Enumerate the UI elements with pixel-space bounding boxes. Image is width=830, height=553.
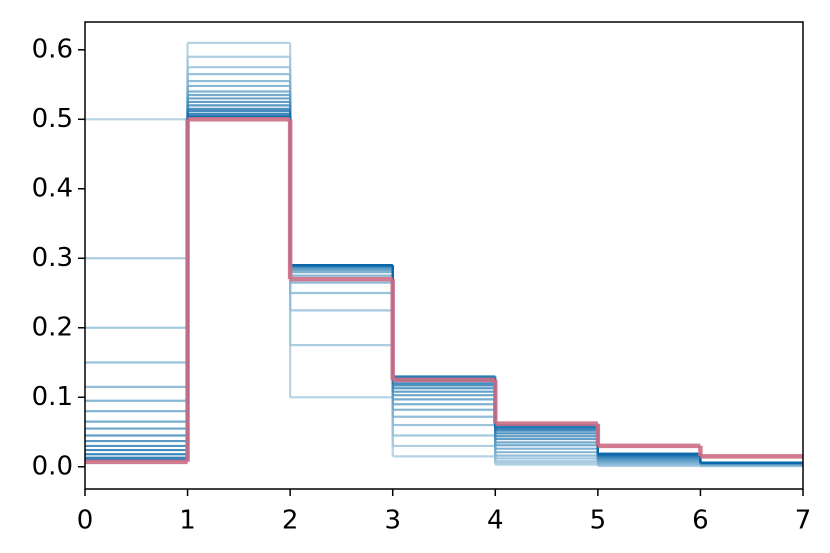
x-tick-label: 2 [282,506,299,536]
x-tick-label: 7 [795,506,812,536]
y-tick-label: 0.2 [32,312,73,342]
x-tick-label: 4 [487,506,504,536]
y-tick-label: 0.0 [32,451,73,481]
y-tick-label: 0.5 [32,104,73,134]
x-tick-label: 5 [590,506,607,536]
y-tick-label: 0.4 [32,173,73,203]
x-tick-label: 0 [77,506,94,536]
plot-frame [84,21,804,490]
y-tick-label: 0.1 [32,382,73,412]
x-tick-label: 1 [179,506,196,536]
x-tick-label: 6 [692,506,709,536]
x-tick-label: 3 [384,506,401,536]
y-tick-label: 0.6 [32,34,73,64]
y-tick-label: 0.3 [32,243,73,273]
